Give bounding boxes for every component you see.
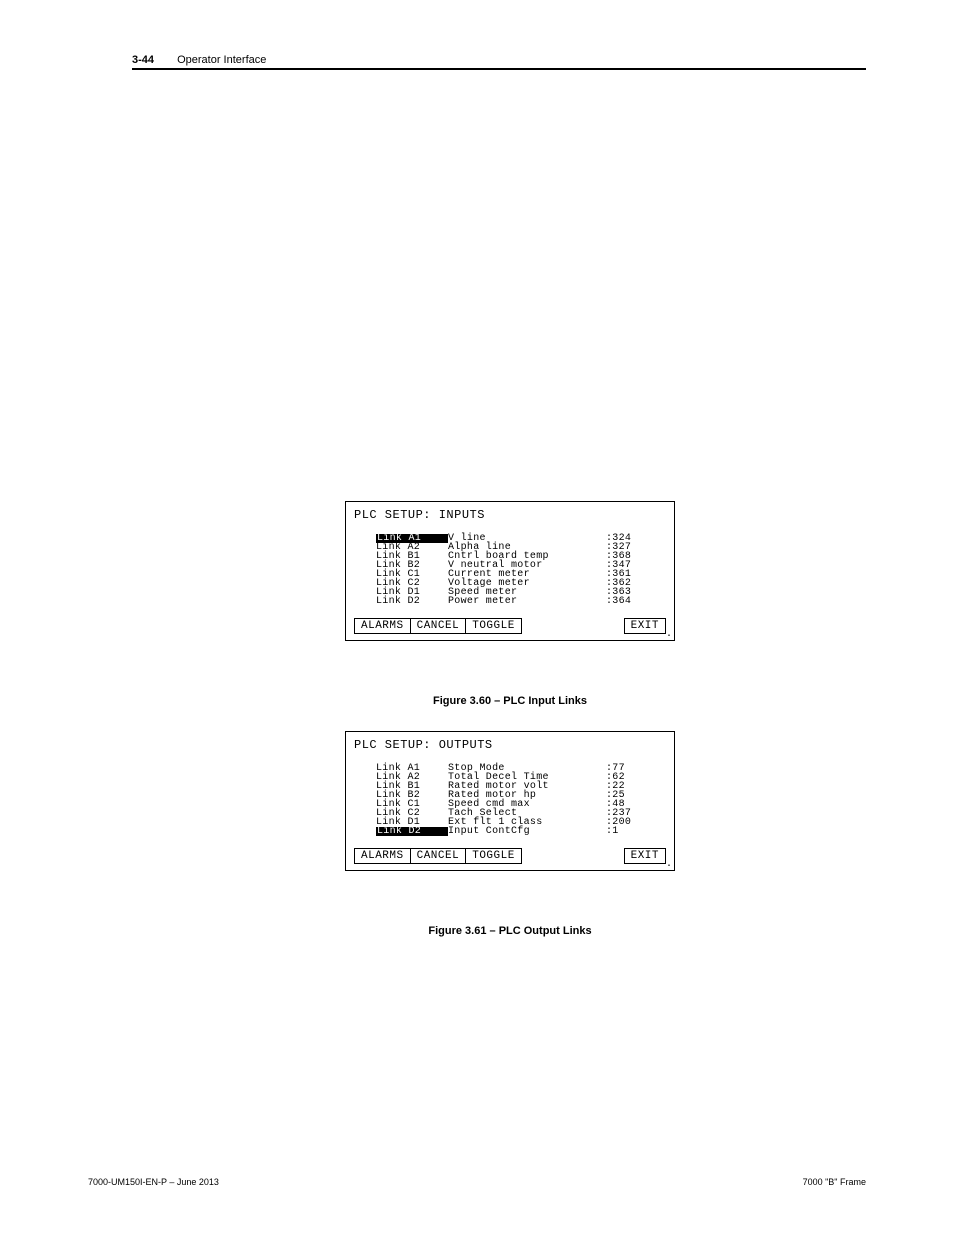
page-header: 3-44 Operator Interface — [132, 54, 866, 70]
figure-caption-inputs: Figure 3.60 – PLC Input Links — [345, 695, 675, 707]
exit-button[interactable]: EXIT — [624, 618, 666, 634]
link-value: :364 — [606, 597, 656, 606]
outputs-panel-title: PLC SETUP: OUTPUTS — [346, 732, 674, 754]
inputs-panel-buttons: ALARMS CANCEL TOGGLE EXIT . — [346, 614, 674, 640]
link-description: Input ContCfg — [448, 827, 606, 836]
figure-caption-outputs: Figure 3.61 – PLC Output Links — [345, 925, 675, 937]
footer-left: 7000-UM150I-EN-P – June 2013 — [88, 1177, 219, 1187]
link-description: Power meter — [448, 597, 606, 606]
link-label: Link D2 — [376, 597, 448, 606]
corner-dot-icon: . — [666, 859, 672, 870]
list-item[interactable]: Link D2Power meter:364 — [346, 597, 674, 606]
plc-inputs-panel: PLC SETUP: INPUTS Link A1V line:324Link … — [345, 501, 675, 641]
list-item[interactable]: Link D2Input ContCfg:1 — [346, 827, 674, 836]
outputs-panel-buttons: ALARMS CANCEL TOGGLE EXIT . — [346, 844, 674, 870]
alarms-button[interactable]: ALARMS — [354, 848, 411, 864]
alarms-button[interactable]: ALARMS — [354, 618, 411, 634]
plc-outputs-panel: PLC SETUP: OUTPUTS Link A1Stop Mode:77Li… — [345, 731, 675, 871]
inputs-panel-body: Link A1V line:324Link A2Alpha line:327Li… — [346, 524, 674, 614]
section-title: Operator Interface — [177, 54, 266, 66]
corner-dot-icon: . — [666, 629, 672, 640]
cancel-button[interactable]: CANCEL — [411, 618, 467, 634]
page-number: 3-44 — [132, 54, 154, 66]
toggle-button[interactable]: TOGGLE — [466, 618, 522, 634]
page-footer: 7000-UM150I-EN-P – June 2013 7000 "B" Fr… — [88, 1177, 866, 1187]
cancel-button[interactable]: CANCEL — [411, 848, 467, 864]
footer-right: 7000 "B" Frame — [803, 1177, 866, 1187]
exit-button[interactable]: EXIT — [624, 848, 666, 864]
inputs-panel-title: PLC SETUP: INPUTS — [346, 502, 674, 524]
link-label: Link D2 — [376, 827, 448, 836]
toggle-button[interactable]: TOGGLE — [466, 848, 522, 864]
outputs-panel-body: Link A1Stop Mode:77Link A2Total Decel Ti… — [346, 754, 674, 844]
link-value: :1 — [606, 827, 656, 836]
